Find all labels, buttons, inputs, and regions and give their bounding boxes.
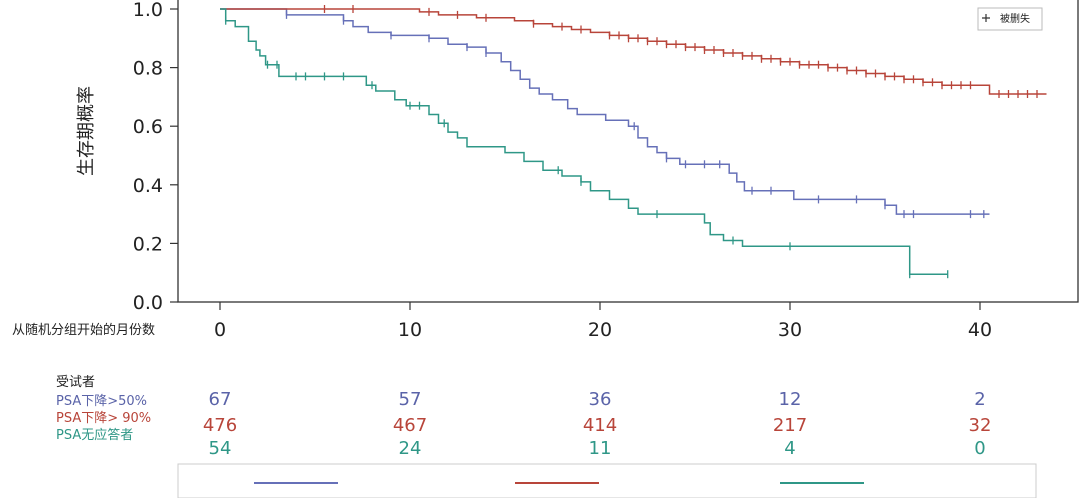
risk-count: 217 — [773, 415, 807, 436]
risk-count: 476 — [203, 415, 237, 436]
risk-count: 4 — [784, 438, 795, 459]
risk-group-label: PSA无应答者 — [56, 427, 133, 443]
risk-count: 12 — [779, 389, 802, 410]
y-tick-label: 0.4 — [133, 175, 163, 197]
risk-count: 36 — [589, 389, 612, 410]
x-tick-label: 0 — [214, 319, 226, 341]
x-tick-label: 40 — [968, 319, 992, 341]
risk-table: PSA下降>50% 67 57 36 12 2 PSA下降> 90% 476 467 414 217… — [56, 389, 991, 459]
risk-count: 32 — [969, 415, 992, 436]
censor-marks — [225, 5, 1038, 279]
y-axis: 0.0 0.2 0.4 0.6 0.8 1.0 — [133, 0, 178, 314]
series-line-1 — [220, 8, 990, 215]
risk-count: 467 — [393, 415, 427, 436]
risk-count: 414 — [583, 415, 617, 436]
risk-count: 0 — [974, 438, 985, 459]
risk-table-title: 受试者 — [56, 375, 95, 390]
x-axis: 0 10 20 30 40 — [214, 302, 992, 341]
y-tick-label: 0.2 — [133, 233, 163, 255]
y-tick-label: 0.0 — [133, 292, 163, 314]
survival-curves — [220, 8, 1047, 275]
y-tick-label: 0.6 — [133, 116, 163, 138]
bottom-legend-box — [177, 463, 1037, 498]
risk-count: 24 — [399, 438, 422, 459]
risk-count: 11 — [589, 438, 612, 459]
legend-label: 被删失 — [1000, 12, 1030, 25]
risk-count: 67 — [209, 389, 232, 410]
risk-count: 54 — [209, 438, 232, 459]
risk-count: 2 — [974, 389, 985, 410]
legend: 被删失 — [977, 7, 1043, 31]
risk-count: 57 — [399, 389, 422, 410]
x-tick-label: 30 — [778, 319, 802, 341]
legend-censor-icon — [982, 14, 990, 22]
y-tick-label: 1.0 — [133, 0, 163, 21]
x-tick-label: 20 — [588, 319, 612, 341]
risk-group-label: PSA下降> 90% — [56, 411, 151, 426]
x-tick-label: 10 — [398, 319, 422, 341]
y-axis-title: 生存期概率 — [76, 86, 97, 176]
legend-box — [977, 7, 1043, 31]
x-axis-title: 从随机分组开始的月份数 — [12, 322, 155, 338]
plot-frame — [177, 0, 1079, 303]
series-line-3 — [220, 8, 948, 275]
risk-group-label: PSA下降>50% — [56, 394, 147, 409]
y-tick-label: 0.8 — [133, 58, 163, 80]
